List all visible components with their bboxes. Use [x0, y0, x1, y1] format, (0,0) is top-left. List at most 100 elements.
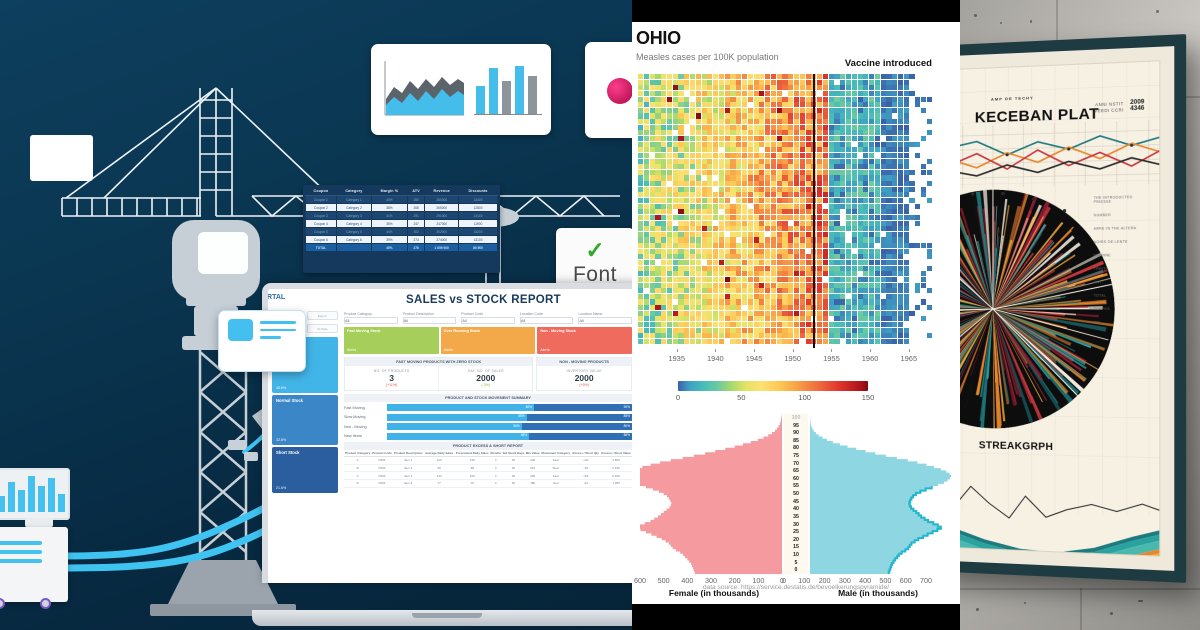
heatmap-cell [926, 293, 932, 299]
heatmap-cell [782, 288, 788, 294]
heatmap-cell [799, 254, 805, 260]
tile-normal-stock[interactable]: Normal Stock 32.8% [272, 395, 338, 445]
heatmap-cell [834, 85, 840, 91]
heatmap-cell [678, 113, 684, 119]
heatmap-cell [741, 226, 748, 232]
heatmap-cell [724, 130, 730, 136]
filter-select[interactable]: All [519, 317, 574, 324]
heatmap-cell [649, 181, 655, 187]
heatmap-cell [845, 102, 852, 108]
age-tick-label: 30 [793, 521, 799, 528]
heatmap-cell [678, 282, 684, 288]
heatmap-cell [655, 305, 661, 311]
wall-seam [1080, 588, 1082, 630]
heatmap-cell [776, 288, 782, 294]
heatmap-cell [741, 141, 748, 147]
table-row: A P001 Item 1 120 130 3 30 240 Fast [344, 456, 632, 465]
heatmap-cell [736, 152, 742, 158]
heatmap-cell [661, 169, 667, 175]
heatmap-cell [747, 265, 753, 271]
heatmap-cell [730, 310, 736, 316]
heatmap-cell [770, 192, 777, 198]
filter-product-category[interactable]: Product Category All [344, 312, 398, 324]
notification-popup-card[interactable] [218, 310, 306, 372]
sales-stock-dashboard: BI PORTAL SALES vs STOCK REPORT Refresh … [268, 289, 632, 583]
heatmap-cell [869, 260, 875, 266]
heatmap-cell [765, 113, 771, 119]
heatmap-cell [788, 276, 794, 282]
heatmap-cell [713, 316, 719, 322]
heatmap-cell [903, 124, 909, 130]
heatmap-cell [730, 107, 736, 113]
heatmap-cell [897, 119, 904, 125]
heatmap-cell [926, 271, 932, 277]
heatmap-cell [678, 198, 684, 204]
filter-product-code[interactable]: Product Code All [461, 312, 515, 324]
kpi-value: 2000 [574, 373, 594, 383]
heatmap-cell [765, 299, 771, 305]
heatmap-cell [736, 186, 742, 192]
heatmap-cell [903, 175, 909, 181]
heatmap-cell [926, 299, 932, 305]
filter-product-description[interactable]: Product Description All [402, 312, 457, 324]
to-date-input[interactable]: To Date [306, 324, 338, 333]
heatmap-cell [770, 136, 777, 142]
filter-select[interactable]: All [578, 317, 632, 324]
heatmap-cell [915, 124, 921, 130]
filter-location-name[interactable]: Location Name All [578, 312, 632, 324]
heatmap-cell [892, 209, 898, 215]
status-card-over-running[interactable]: Over Running Stock Alerts [440, 327, 536, 354]
heatmap-cell [782, 226, 788, 232]
heatmap-cell [817, 90, 823, 96]
heatmap-cell [845, 271, 852, 277]
heatmap-cell [926, 198, 932, 204]
heatmap-cell [741, 299, 748, 305]
heatmap-cell [921, 198, 927, 204]
heatmap-cell [828, 237, 834, 243]
heatmap-cell [805, 293, 811, 299]
heatmap-cell [892, 164, 898, 170]
kpi-label: SAY, NO. OF SALES [467, 369, 504, 373]
heatmap-cell [753, 130, 759, 136]
filter-select[interactable]: All [461, 317, 515, 324]
heatmap-cell [730, 237, 736, 243]
filter-select[interactable]: All [402, 317, 457, 324]
heatmap-cell [869, 74, 875, 80]
heatmap-cell [747, 316, 753, 322]
heatmap-cell [718, 231, 725, 237]
tile-short-stock[interactable]: Short Stock 21.6% [272, 447, 338, 493]
heatmap-cell [736, 141, 742, 147]
heatmap-cell [643, 203, 649, 209]
heatmap-cell [921, 299, 927, 305]
heatmap-cell [707, 147, 713, 153]
status-card-non-moving[interactable]: Non - Moving Stock Alerts [537, 327, 632, 354]
kpi-no-of-products: NO. OF PRODUCTS 3 (+11%) [345, 366, 440, 390]
heatmap-cell [661, 203, 667, 209]
heatmap-cell [805, 85, 811, 91]
heatmap-cell [892, 265, 898, 271]
heatmap-cell [863, 237, 869, 243]
heatmap-cell [684, 136, 690, 142]
heatmap-cell [788, 214, 794, 220]
heatmap-cell [874, 282, 880, 288]
heatmap-cell [845, 124, 852, 130]
heatmap-cell [869, 299, 875, 305]
heatmap-cell [730, 333, 736, 339]
heatmap-cell [776, 271, 782, 277]
export-button[interactable]: Export [306, 311, 338, 320]
heatmap-cell [747, 85, 753, 91]
heatmap-cell [689, 175, 696, 181]
cell: Coupon 3 [305, 211, 337, 220]
status-card-fast-moving[interactable]: Fast Moving Stock Alerts [344, 327, 439, 354]
heatmap-cell [880, 288, 886, 294]
filter-select[interactable]: All [344, 317, 398, 324]
heatmap-cell [915, 254, 921, 260]
age-tick-label: 10 [793, 551, 799, 558]
axis-tick-label: 200 [818, 576, 831, 585]
filter-location-code[interactable]: Location Code All [519, 312, 574, 324]
heatmap-cell [845, 305, 852, 311]
heatmap-cell [817, 254, 823, 260]
heatmap-cell [741, 209, 748, 215]
heatmap-cell [782, 209, 788, 215]
heatmap-cell [724, 322, 730, 328]
